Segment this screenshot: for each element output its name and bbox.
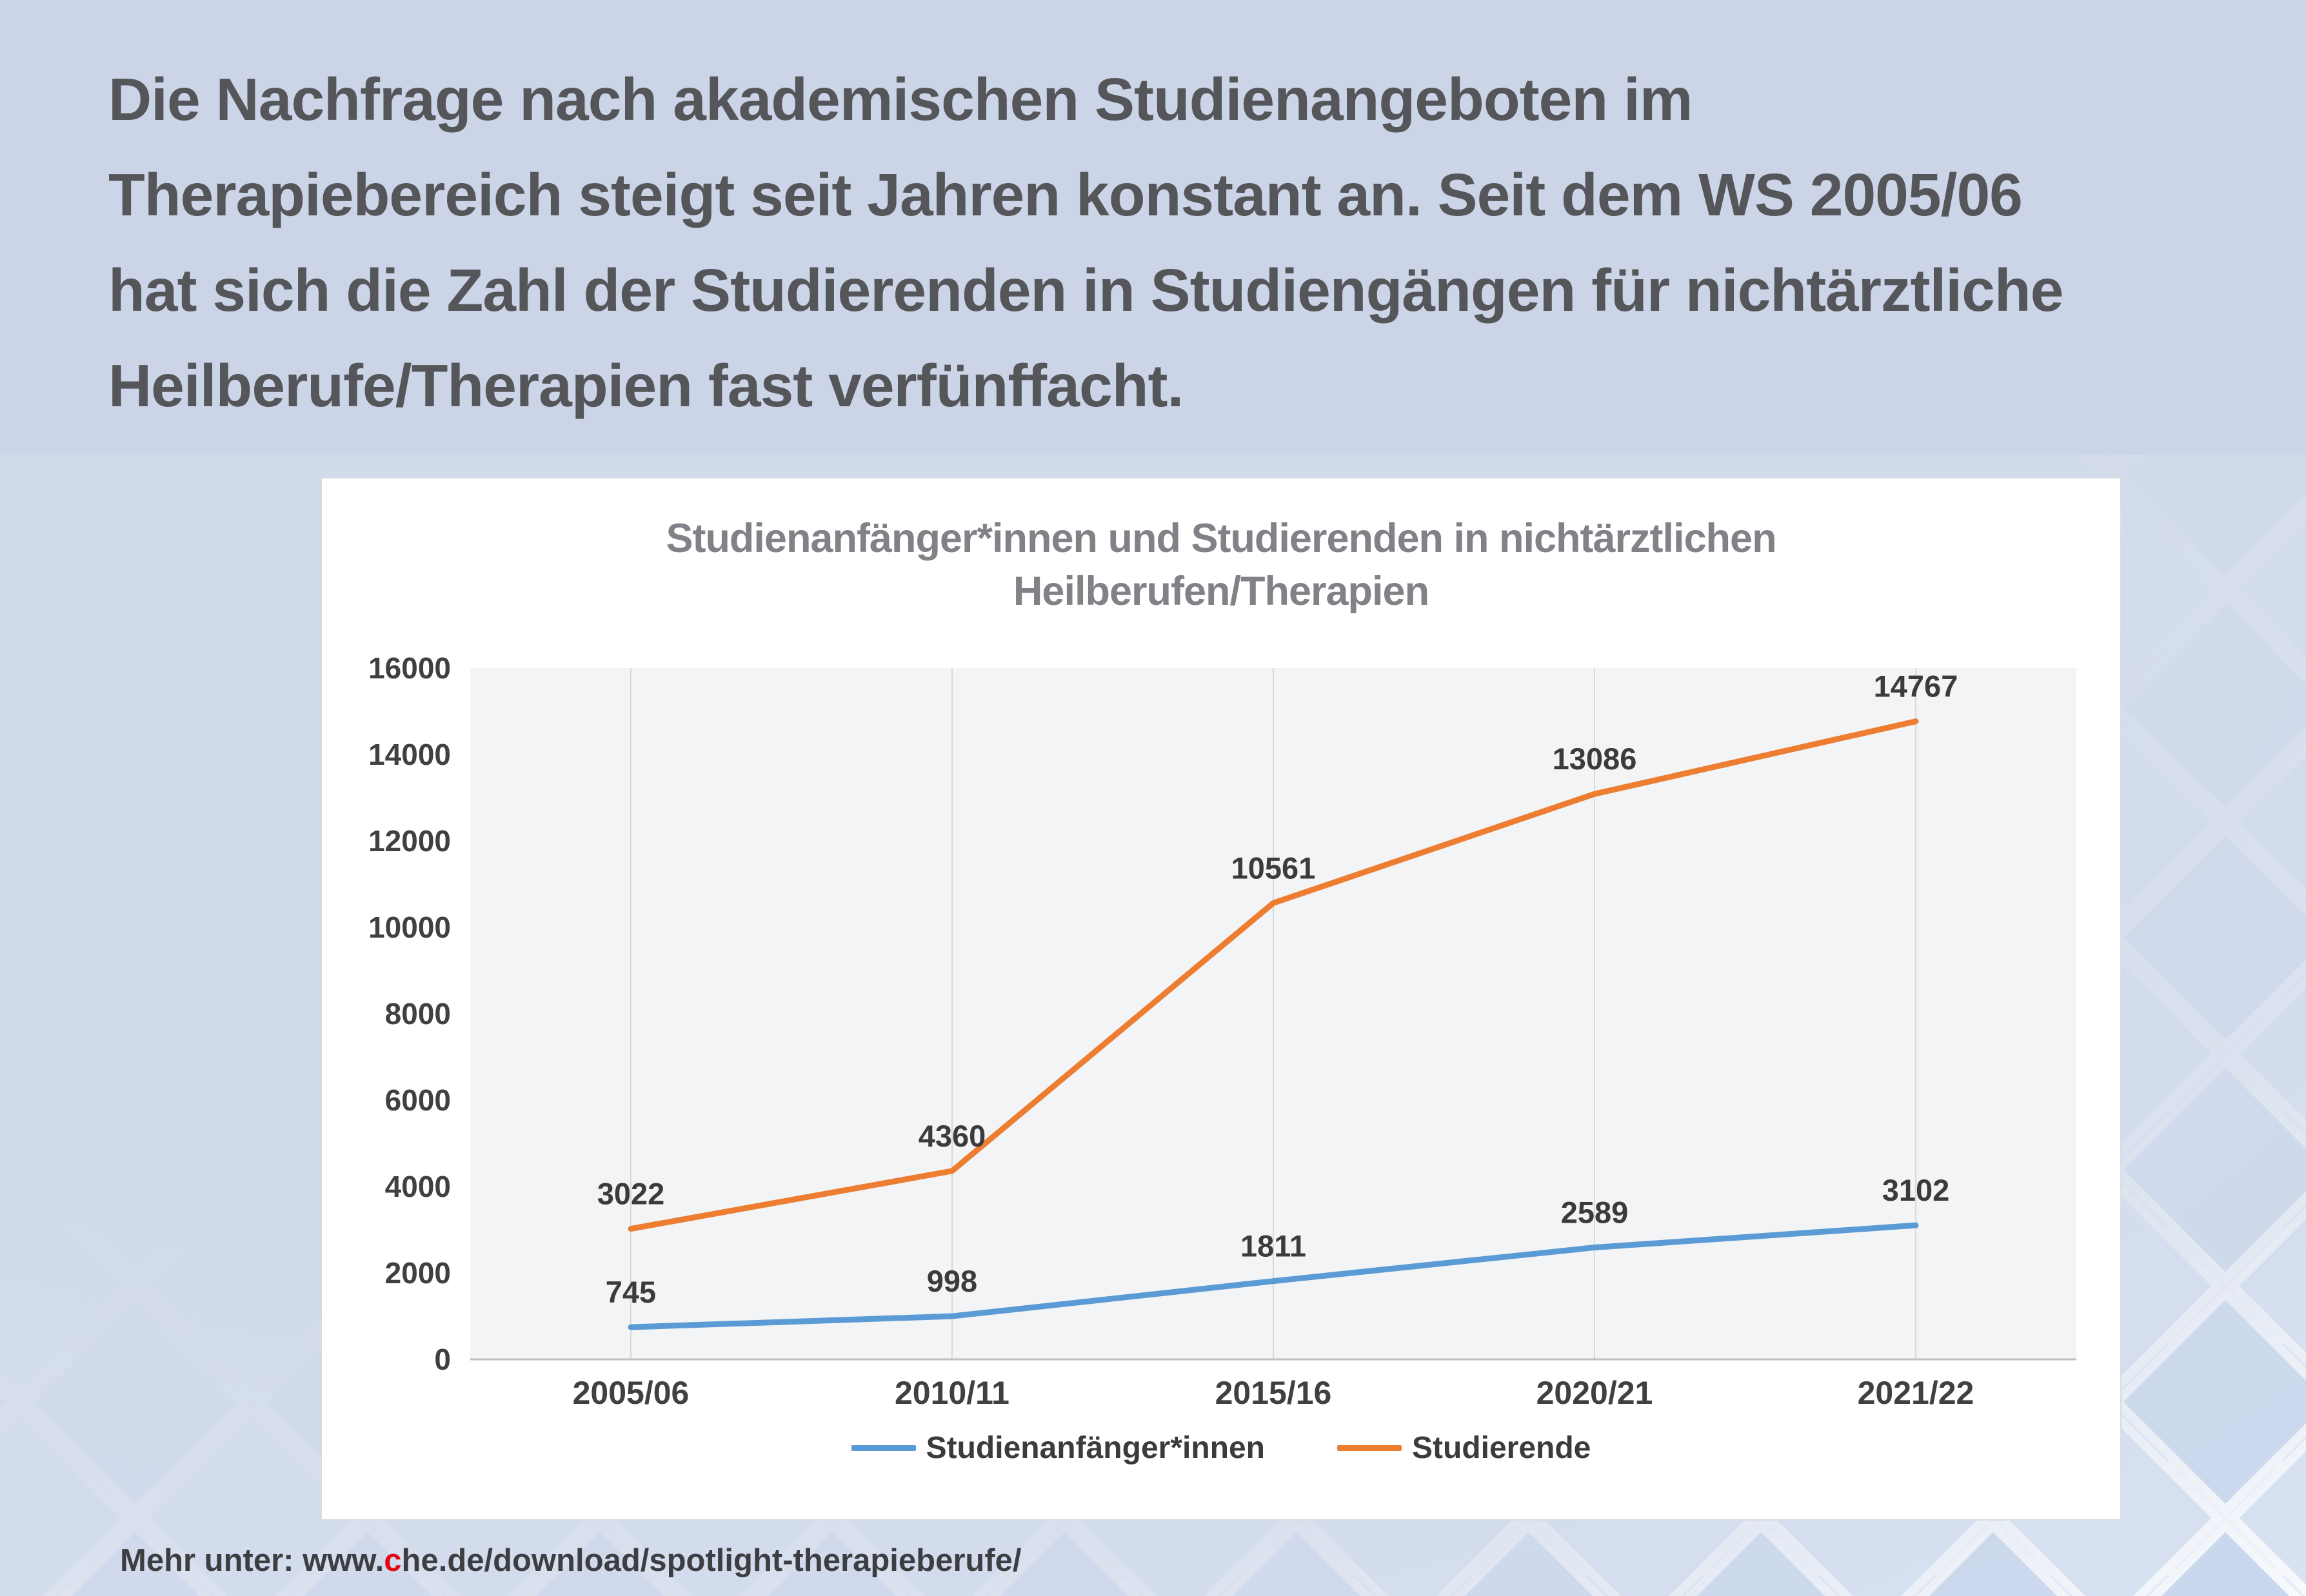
svg-text:2021/22: 2021/22: [1858, 1375, 1974, 1411]
headline-line-2: Therapiebereich steigt seit Jahren konst…: [108, 161, 2023, 228]
chart-title-line-1: Studienanfänger*innen und Studierenden i…: [666, 516, 1776, 561]
svg-text:13086: 13086: [1553, 742, 1637, 776]
svg-text:998: 998: [927, 1264, 977, 1298]
svg-text:8000: 8000: [385, 997, 451, 1030]
footer-prefix: Mehr unter: www.: [120, 1543, 384, 1578]
svg-text:745: 745: [606, 1275, 656, 1309]
svg-text:4000: 4000: [385, 1170, 451, 1203]
chart-panel: Studienanfänger*innen und Studierenden i…: [321, 477, 2122, 1521]
footer-link: Mehr unter: www.che.de/download/spotligh…: [120, 1542, 1022, 1579]
header-band: Die Nachfrage nach akademischen Studiena…: [0, 0, 2306, 455]
svg-text:3102: 3102: [1882, 1173, 1950, 1207]
headline: Die Nachfrage nach akademischen Studiena…: [108, 52, 2063, 433]
headline-line-1: Die Nachfrage nach akademischen Studiena…: [108, 66, 1693, 133]
svg-text:4360: 4360: [919, 1119, 986, 1153]
svg-text:2020/21: 2020/21: [1536, 1375, 1653, 1411]
footer-highlight: c: [384, 1543, 402, 1578]
svg-text:12000: 12000: [368, 824, 451, 858]
svg-text:2000: 2000: [385, 1256, 451, 1290]
svg-text:2589: 2589: [1561, 1196, 1629, 1230]
chart-title-line-2: Heilberufen/Therapien: [1013, 569, 1429, 614]
legend-label: Studierende: [1411, 1431, 1591, 1465]
svg-text:2005/06: 2005/06: [573, 1375, 690, 1411]
headline-line-4: Heilberufe/Therapien fast verfünffacht.: [108, 352, 1184, 419]
svg-text:3022: 3022: [597, 1177, 665, 1211]
legend-item-studierende: Studierende: [1337, 1430, 1591, 1466]
svg-text:16000: 16000: [368, 651, 451, 685]
svg-text:6000: 6000: [385, 1083, 451, 1117]
chart-title: Studienanfänger*innen und Studierenden i…: [322, 512, 2120, 618]
svg-text:2010/11: 2010/11: [895, 1375, 1009, 1411]
line-chart: 0 2000 4000 6000 8000 10000 12000 14000 16000 200…: [368, 651, 2076, 1411]
svg-text:10561: 10561: [1231, 851, 1316, 885]
legend-item-studienanfaenger: Studienanfänger*innen: [851, 1430, 1265, 1466]
headline-line-3: hat sich die Zahl der Studierenden in St…: [108, 257, 2063, 324]
svg-text:0: 0: [434, 1343, 451, 1376]
footer-rest: he.de/download/spotlight-therapieberufe/: [401, 1543, 1022, 1578]
chart-legend: Studienanfänger*innen Studierende: [322, 1430, 2120, 1466]
legend-swatch: [1337, 1445, 1402, 1451]
svg-text:14767: 14767: [1874, 669, 1958, 704]
legend-label: Studienanfänger*innen: [926, 1431, 1265, 1465]
svg-text:14000: 14000: [368, 738, 451, 771]
svg-text:10000: 10000: [368, 911, 451, 944]
legend-swatch: [851, 1445, 916, 1451]
svg-text:1811: 1811: [1240, 1229, 1306, 1263]
svg-text:2015/16: 2015/16: [1215, 1375, 1332, 1411]
